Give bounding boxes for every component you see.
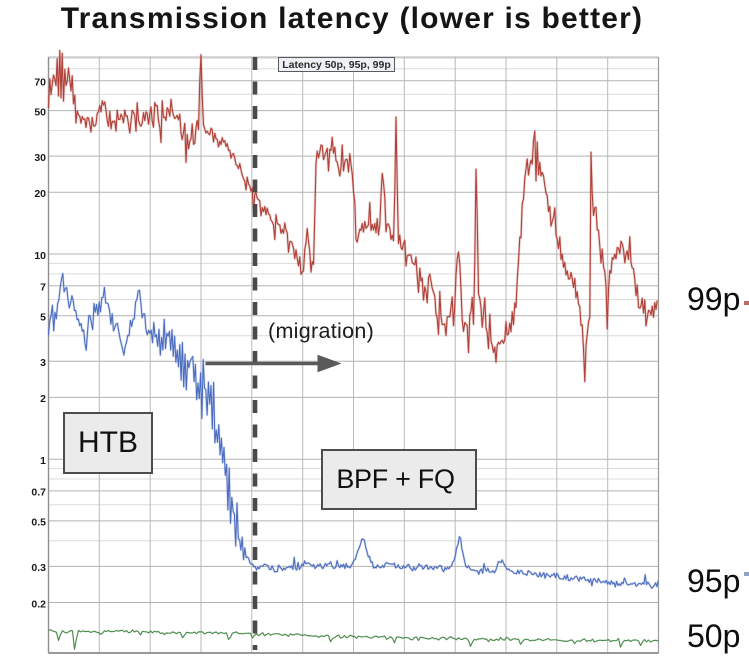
- svg-text:70: 70: [34, 77, 46, 89]
- svg-text:0.2: 0.2: [31, 598, 46, 610]
- svg-text:1: 1: [40, 455, 46, 467]
- svg-text:30: 30: [34, 152, 46, 164]
- svg-text:20: 20: [34, 188, 46, 200]
- svg-text:50: 50: [34, 106, 46, 118]
- svg-text:0.5: 0.5: [31, 517, 46, 529]
- svg-text:10: 10: [34, 250, 46, 262]
- svg-text:5: 5: [40, 312, 46, 324]
- svg-text:2: 2: [40, 393, 46, 405]
- svg-text:7: 7: [40, 282, 46, 294]
- svg-text:3: 3: [40, 357, 46, 369]
- svg-text:0.3: 0.3: [31, 562, 46, 574]
- svg-text:0.7: 0.7: [31, 487, 46, 499]
